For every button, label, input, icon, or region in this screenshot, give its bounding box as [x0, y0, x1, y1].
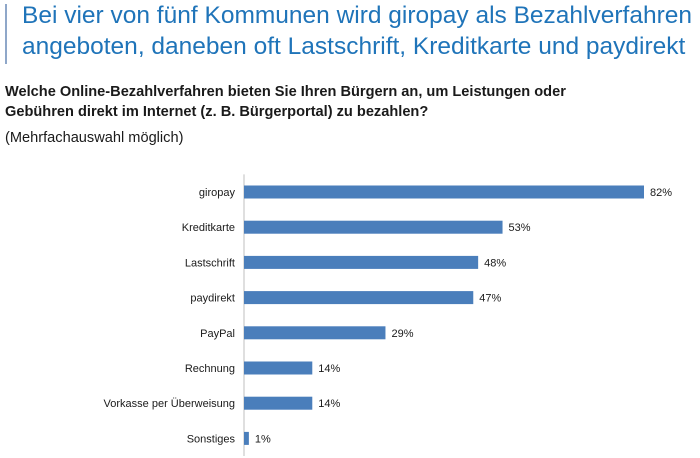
category-label: Lastschrift — [185, 257, 235, 269]
category-label: giropay — [199, 187, 236, 199]
value-label: 14% — [318, 398, 340, 410]
category-label: Rechnung — [185, 363, 235, 375]
value-label: 47% — [479, 293, 501, 305]
category-label: Sonstiges — [187, 433, 236, 445]
multiple-choice-note: (Mehrfachauswahl möglich) — [5, 130, 184, 146]
category-label: paydirekt — [190, 293, 235, 305]
bars-layer: giropay 82% Kreditkarte 53% Lastschrift 48% pa… — [104, 174, 672, 456]
value-label: 1% — [255, 433, 271, 445]
category-label: Vorkasse per Überweisung — [104, 398, 235, 410]
survey-question: Welche Online-Bezahlverfahren bieten Sie… — [5, 82, 695, 122]
bar-0 — [244, 185, 644, 199]
bar-5 — [244, 361, 313, 375]
value-label: 14% — [318, 363, 340, 375]
bar-1 — [244, 220, 503, 234]
category-label: Kreditkarte — [182, 222, 235, 234]
headline: Bei vier von fünf Kommunen wird giropay … — [22, 0, 698, 62]
value-label: 82% — [650, 187, 672, 199]
bar-2 — [244, 255, 479, 269]
value-label: 29% — [391, 328, 413, 340]
question-line-1: Welche Online-Bezahlverfahren bieten Sie… — [5, 84, 566, 100]
bar-6 — [244, 396, 313, 410]
headline-line-1: Bei vier von fünf Kommunen wird giropay … — [22, 2, 693, 29]
bar-3 — [244, 291, 474, 305]
question-line-2: Gebühren direkt im Internet (z. B. Bürge… — [5, 104, 429, 120]
value-label: 53% — [509, 222, 531, 234]
headline-line-2: angeboten, daneben oft Lastschrift, Kred… — [22, 33, 686, 60]
value-label: 48% — [484, 257, 506, 269]
category-label: PayPal — [200, 328, 235, 340]
accent-bar — [5, 4, 7, 64]
bar-7 — [244, 431, 249, 445]
bar-4 — [244, 326, 386, 340]
